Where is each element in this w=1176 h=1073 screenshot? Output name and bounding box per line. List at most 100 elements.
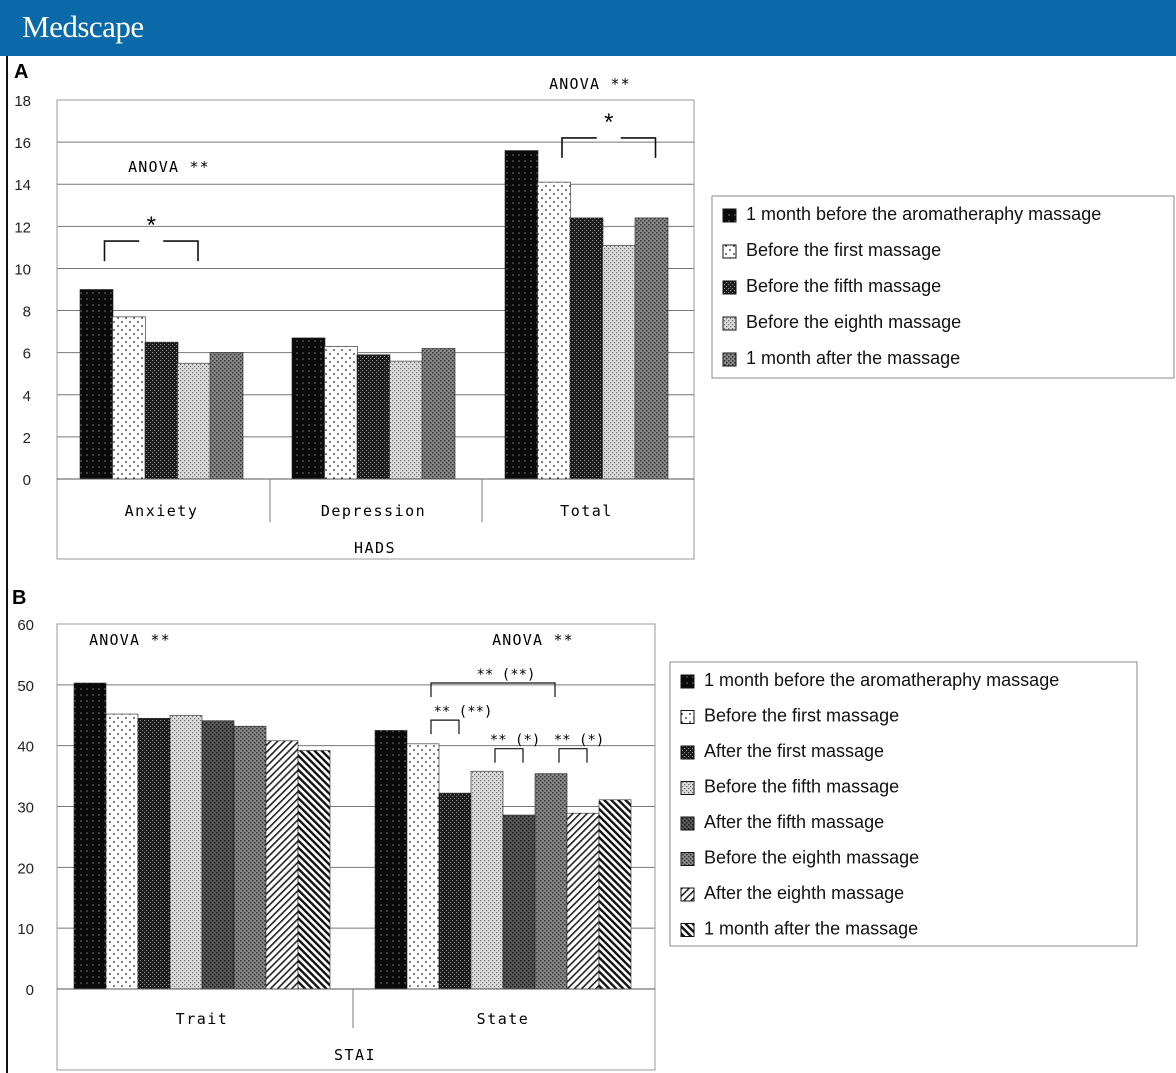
panel-a-letter: A xyxy=(14,61,28,83)
significance-label: ** (*) xyxy=(554,733,605,749)
bar xyxy=(209,352,244,480)
anova-label: ANOVA ** xyxy=(492,631,574,649)
legend-label: 1 month before the aromatheraphy massage xyxy=(704,670,1059,690)
significance-label: ** (**) xyxy=(433,704,492,720)
y-tick-label: 20 xyxy=(17,860,34,877)
bar xyxy=(265,740,299,990)
y-tick-label: 16 xyxy=(14,135,31,152)
significance-star: * xyxy=(147,212,156,239)
significance-bracket xyxy=(494,748,524,763)
bar xyxy=(73,682,107,990)
significance-bracket xyxy=(561,137,657,158)
panel-a-x-title: HADS xyxy=(354,539,396,557)
significance-bracket xyxy=(430,682,556,698)
significance-bracket xyxy=(558,748,588,763)
legend-swatch xyxy=(680,852,695,866)
left-border xyxy=(6,56,8,1073)
legend-label: 1 month after the massage xyxy=(746,348,960,368)
category-label: State xyxy=(477,1010,530,1028)
legend-label: 1 month after the massage xyxy=(704,919,918,939)
figure-canvas: A 0 2 4 6 8 10 12 14 16 18 Anxiety Depression Total… xyxy=(12,61,1175,1071)
panel-a-frame xyxy=(56,99,695,560)
category-label: Depression xyxy=(321,502,426,520)
y-tick-label: 10 xyxy=(17,921,34,938)
panel-b-frame xyxy=(56,623,656,1071)
legend-swatch xyxy=(680,674,695,689)
y-tick-label: 18 xyxy=(14,93,31,110)
bar xyxy=(324,346,358,480)
anova-label: ANOVA ** xyxy=(549,75,631,93)
legend-box xyxy=(669,661,1138,947)
panel-b-category-labels: Trait State xyxy=(176,1010,530,1028)
bar xyxy=(233,725,267,990)
legend-swatch xyxy=(722,316,737,331)
legend-swatch xyxy=(722,208,737,223)
legend-label: Before the first massage xyxy=(704,706,899,726)
y-tick-label: 10 xyxy=(14,261,31,278)
legend-swatch xyxy=(680,816,695,831)
bar xyxy=(598,799,632,990)
legend-label: Before the fifth massage xyxy=(704,777,899,797)
y-tick-label: 4 xyxy=(23,388,31,405)
legend-swatch xyxy=(680,745,695,760)
medscape-logo: Medscape xyxy=(22,9,144,44)
bar xyxy=(389,360,423,480)
significance-label: ** (*) xyxy=(490,733,541,749)
y-tick-label: 14 xyxy=(14,177,31,194)
bar xyxy=(602,244,636,480)
bar xyxy=(438,792,472,990)
bar xyxy=(137,717,171,990)
legend-label: Before the fifth massage xyxy=(746,276,941,296)
y-tick-label: 40 xyxy=(17,739,34,756)
panel-b-annotations: ANOVA ** ANOVA ** ** (**) ** (**) ** (*) ** (… xyxy=(89,631,604,763)
bar xyxy=(177,362,211,480)
significance-bracket xyxy=(103,240,199,262)
bar xyxy=(356,354,391,480)
y-tick-label: 12 xyxy=(14,219,31,236)
legend-label: Before the eighth massage xyxy=(704,848,919,868)
y-tick-label: 8 xyxy=(23,304,31,321)
legend-swatch xyxy=(680,887,695,902)
panel-b-x-title: STAI xyxy=(334,1046,376,1064)
legend-label: Before the first massage xyxy=(746,240,941,260)
legend-label: After the first massage xyxy=(704,741,884,761)
bar xyxy=(112,316,146,480)
significance-label: ** (**) xyxy=(476,667,535,683)
significance-bracket xyxy=(430,719,460,735)
bar xyxy=(470,770,504,990)
category-label: Total xyxy=(560,502,613,520)
legend-swatch xyxy=(680,710,695,724)
bar xyxy=(569,217,604,480)
legend-label: Before the eighth massage xyxy=(746,312,961,332)
legend-label: After the fifth massage xyxy=(704,812,884,832)
legend-swatch xyxy=(722,244,737,259)
bar xyxy=(79,289,114,480)
y-tick-label: 60 xyxy=(17,617,34,634)
panel-a: A 0 2 4 6 8 10 12 14 16 18 Anxiety Depression Total… xyxy=(14,61,1175,560)
y-tick-label: 6 xyxy=(23,346,31,363)
bar xyxy=(566,812,600,990)
panel-b-letter: B xyxy=(12,587,26,609)
y-tick-label: 2 xyxy=(23,430,31,447)
legend-swatch xyxy=(722,352,737,367)
bar xyxy=(297,750,331,990)
bar xyxy=(421,348,456,480)
legend-box xyxy=(711,195,1175,379)
panel-b-legend: 1 month before the aromatheraphy massage… xyxy=(669,661,1138,947)
bar xyxy=(201,720,235,990)
y-tick-label: 0 xyxy=(23,472,31,489)
y-tick-label: 50 xyxy=(17,678,34,695)
legend-swatch xyxy=(680,781,695,795)
medscape-banner: Medscape xyxy=(0,0,1176,56)
bar xyxy=(291,337,326,480)
bar xyxy=(537,181,571,480)
bar xyxy=(105,713,139,990)
panel-a-category-labels: Anxiety Depression Total xyxy=(125,502,613,520)
panel-a-legend: 1 month before the aromatheraphy massage… xyxy=(711,195,1175,379)
panel-a-annotations: ANOVA ** * ANOVA ** * xyxy=(103,75,657,262)
panel-b-y-ticks: 0 10 20 30 40 50 60 xyxy=(17,617,34,999)
panel-b-bars xyxy=(57,682,655,990)
panel-a-category-separators xyxy=(269,479,483,522)
category-label: Trait xyxy=(176,1010,229,1028)
y-tick-label: 30 xyxy=(17,800,34,817)
